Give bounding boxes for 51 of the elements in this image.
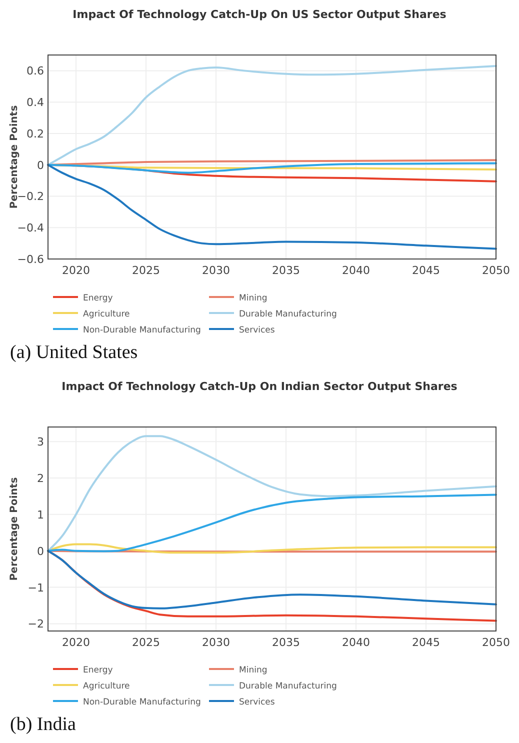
line-series [47, 550, 497, 610]
y-tick-label: −2 [28, 618, 44, 631]
text: (b) India [10, 714, 77, 735]
legend-label: Energy [83, 294, 113, 304]
y-tick-label: 0.2 [26, 127, 44, 140]
y-tick-label: 0 [37, 158, 44, 172]
x-tick-label: 2030 [202, 264, 230, 277]
x-tick-label: 2025 [132, 636, 160, 649]
y-tick-label: −0.2 [17, 190, 44, 204]
line-series [47, 164, 497, 250]
line-series [47, 64, 497, 166]
legend-label: Durable Manufacturing [239, 310, 337, 320]
legend-label: Durable Manufacturing [239, 682, 337, 692]
legend-label: Non-Durable Manufacturing [83, 698, 201, 708]
x-tick-label: 2050 [482, 264, 510, 277]
legend-label: Services [239, 698, 276, 708]
x-tick-label: 2045 [412, 636, 440, 649]
y-tick-label: 0 [37, 544, 44, 558]
y-tick-label: −1 [28, 581, 44, 594]
chart-title: Impact Of Technology Catch-Up On Indian Sector Output Shares [62, 380, 458, 393]
x-tick-label: 2050 [482, 636, 510, 649]
text: (a) United States [10, 342, 138, 363]
legend-label: Services [239, 326, 276, 336]
line-series [47, 494, 497, 552]
legend-label: Energy [83, 666, 113, 676]
x-tick-label: 2045 [412, 264, 440, 277]
legend-label: Mining [239, 294, 268, 304]
chart-title: Impact Of Technology Catch-Up On US Sector Output Shares [72, 8, 447, 21]
x-tick-label: 2035 [272, 636, 300, 649]
x-tick-label: 2035 [272, 264, 300, 277]
y-axis-title: Percentage Points [9, 105, 20, 209]
y-tick-label: 0.6 [26, 64, 44, 78]
legend-label: Mining [239, 666, 268, 676]
x-tick-label: 2020 [62, 636, 90, 649]
legend-label: Non-Durable Manufacturing [83, 326, 201, 336]
y-tick-label: 3 [37, 436, 44, 449]
y-tick-label: 1 [37, 508, 44, 522]
y-tick-label: −0.4 [17, 222, 44, 235]
y-tick-label: −0.6 [17, 253, 44, 266]
x-tick-label: 2025 [132, 264, 160, 277]
y-tick-label: 0.4 [26, 96, 44, 110]
legend-label: Agriculture [83, 682, 130, 692]
legend-label: Agriculture [83, 310, 130, 320]
x-tick-label: 2030 [202, 636, 230, 649]
x-tick-label: 2040 [342, 636, 370, 649]
x-tick-label: 2020 [62, 264, 90, 277]
line-series [47, 162, 497, 174]
line-series [47, 435, 497, 552]
x-tick-label: 2040 [342, 264, 370, 277]
y-tick-label: 2 [37, 472, 44, 485]
y-axis-title: Percentage Points [9, 477, 20, 581]
